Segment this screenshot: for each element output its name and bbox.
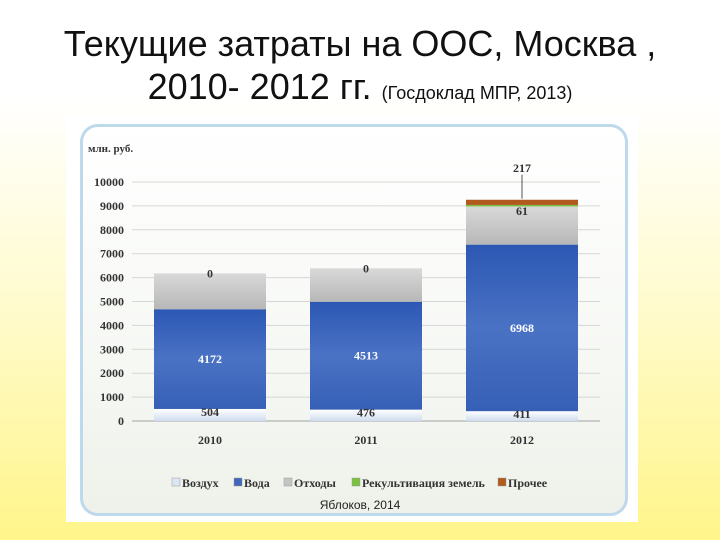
y-tick-label: 5000	[100, 295, 124, 309]
legend: Воздух Вода Отходы Рекультивация земель Проч…	[171, 476, 548, 490]
data-label: 0	[363, 261, 369, 275]
credit-text: Яблоков, 2014	[319, 498, 401, 512]
bar-segment	[466, 199, 578, 205]
bars	[154, 199, 578, 421]
y-tick-label: 0	[118, 414, 124, 428]
slide-title: Текущие затраты на ООС, Москва , 2010- 2…	[0, 22, 720, 108]
legend-swatch	[283, 477, 293, 487]
title-line-2: 2010- 2012 гг. (Госдоклад МПР, 2013)	[0, 65, 720, 108]
bar-segment	[310, 268, 422, 302]
data-labels: 504 4172 0 476 4513 0 411 6968 61 217	[198, 161, 534, 421]
legend-swatch	[171, 477, 181, 487]
data-label: 6968	[510, 321, 534, 335]
y-tick-label: 9000	[100, 199, 124, 213]
title-source: (Госдоклад МПР, 2013)	[381, 83, 573, 104]
data-label: 61	[516, 204, 528, 218]
y-tick-label: 10000	[94, 175, 124, 189]
legend-label: Отходы	[294, 476, 336, 490]
x-tick-label: 2012	[510, 433, 534, 447]
data-label: 4513	[354, 349, 378, 363]
y-tick-label: 3000	[100, 342, 124, 356]
y-tick-label: 8000	[100, 223, 124, 237]
y-axis-label: млн. руб.	[88, 143, 133, 155]
y-tick-label: 1000	[100, 390, 124, 404]
bar-segment	[466, 206, 578, 245]
legend-label: Рекультивация земель	[362, 476, 486, 490]
y-axis: 0 1000 2000 3000 4000 5000 6000 7000 8000 9000 100…	[94, 175, 124, 428]
bar-segment	[466, 244, 578, 412]
x-axis: 2010 2011 2012	[198, 433, 534, 447]
y-tick-label: 6000	[100, 271, 124, 285]
y-tick-label: 4000	[100, 318, 124, 332]
title-line-1: Текущие затраты на ООС, Москва ,	[63, 23, 657, 64]
data-label: 0	[207, 266, 213, 280]
data-label: 217	[513, 161, 531, 175]
data-label: 411	[513, 407, 530, 421]
bar-segment	[310, 301, 422, 410]
data-label: 504	[201, 405, 219, 419]
data-label: 4172	[198, 352, 222, 366]
x-tick-label: 2010	[198, 433, 222, 447]
bar-segment	[466, 411, 578, 421]
y-tick-label: 7000	[100, 247, 124, 261]
bar-segment	[310, 409, 422, 421]
bar-segment	[154, 273, 266, 310]
legend-label: Воздух	[182, 476, 219, 490]
x-tick-label: 2011	[354, 433, 377, 447]
legend-swatch	[233, 477, 243, 487]
bar-segment	[154, 309, 266, 409]
y-tick-label: 2000	[100, 366, 124, 380]
bar-segment	[154, 408, 266, 421]
bar-segment	[466, 204, 578, 207]
legend-swatch	[351, 477, 361, 487]
title-years: 2010- 2012 гг.	[147, 66, 372, 108]
legend-label: Вода	[244, 476, 270, 490]
legend-label: Прочее	[508, 476, 548, 490]
legend-swatch	[497, 477, 507, 487]
data-label: 476	[357, 406, 375, 420]
